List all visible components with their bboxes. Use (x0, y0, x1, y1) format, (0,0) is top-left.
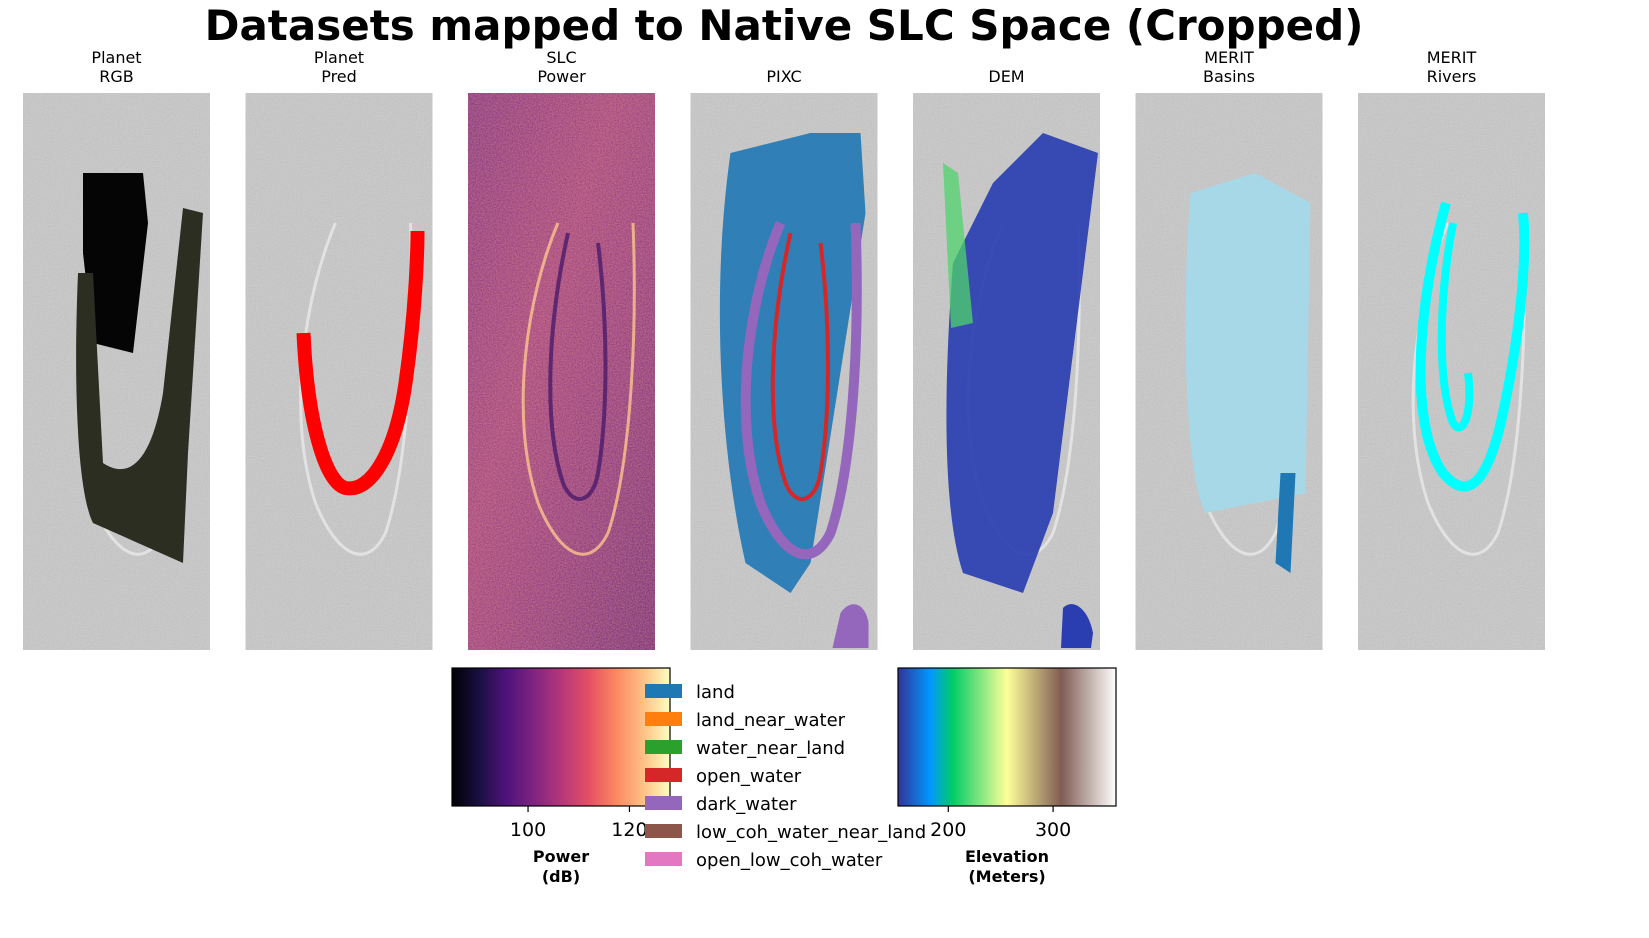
legend-label: water_near_land (696, 738, 845, 759)
figure-title: Datasets mapped to Native SLC Space (Cro… (205, 1, 1364, 50)
panel-title-planet-pred-line2: Pred (321, 67, 357, 86)
planet-pred-water-mask (296, 230, 425, 496)
slc-river-channel (548, 232, 608, 501)
panel-merit-rivers (1358, 93, 1545, 650)
planet-rgb-nodata-region (83, 173, 148, 353)
pixc-dark-water-class (740, 221, 862, 560)
dem-elevation-patch (1061, 604, 1093, 648)
panel-title-merit-rivers-line1: MERIT (1427, 48, 1477, 67)
elevation-tick-label: 200 (930, 819, 966, 841)
legend-swatch (645, 852, 682, 866)
power-colorbar-ticks: 100 120 (510, 806, 648, 841)
pixc-legend: land land_near_water water_near_land open_w… (645, 682, 926, 871)
legend-swatch (645, 684, 682, 698)
power-tick-label: 100 (510, 819, 546, 841)
elevation-colorbar-label: Elevation (965, 847, 1049, 866)
dem-high-elevation-strip (943, 163, 973, 328)
legend-item: land (645, 682, 735, 703)
legend-swatch (645, 824, 682, 838)
power-colorbar: 100 120 Power (dB) (451, 667, 671, 886)
power-colorbar-gradient (451, 667, 671, 807)
panel-title-planet-rgb-line1: Planet (91, 48, 141, 67)
legend-swatch (645, 712, 682, 726)
slc-power-speckle (468, 93, 655, 650)
panel-pixc (690, 93, 878, 650)
merit-river-outer (1415, 201, 1530, 492)
legend-label: low_coh_water_near_land (696, 822, 926, 843)
elevation-colorbar-ticks: 200 300 (930, 806, 1071, 841)
panel-planet-pred (245, 93, 433, 650)
planet-rgb-imagery (76, 208, 203, 563)
panel-title-dem-line2: DEM (988, 67, 1024, 86)
sar-speckle (1358, 93, 1545, 650)
panel-dem (913, 93, 1100, 650)
slc-river-outer-bank (521, 222, 636, 556)
panel-title-planet-rgb-line2: RGB (99, 67, 134, 86)
legend-swatch (645, 740, 682, 754)
legend-item: dark_water (645, 794, 797, 815)
power-colorbar-unit: (dB) (542, 867, 580, 886)
panel-title-slc-power-line2: Power (537, 67, 586, 86)
legend-item: land_near_water (645, 710, 846, 731)
panel-title-planet-pred-line1: Planet (314, 48, 364, 67)
merit-basin-main (1185, 173, 1311, 513)
pixc-dark-water-patch (832, 604, 869, 648)
legend-item: open_low_coh_water (645, 850, 883, 871)
legend-label: open_water (696, 766, 802, 787)
power-tick-label: 120 (611, 819, 647, 841)
legend-label: land (696, 682, 735, 703)
elevation-colorbar-gradient (897, 667, 1117, 807)
elevation-colorbar-unit: (Meters) (968, 867, 1045, 886)
legend-label: open_low_coh_water (696, 850, 883, 871)
dem-elevation-surface (946, 133, 1098, 593)
legend-item: open_water (645, 766, 802, 787)
legend-swatch (645, 768, 682, 782)
elevation-tick-label: 300 (1035, 819, 1071, 841)
panel-slc-power (468, 93, 655, 650)
panel-title-merit-rivers-line2: Rivers (1427, 67, 1477, 86)
merit-basin-secondary (1275, 473, 1296, 573)
panel-title-merit-basins-line1: MERIT (1204, 48, 1254, 67)
legend-swatch (645, 796, 682, 810)
legend-label: dark_water (696, 794, 797, 815)
elevation-colorbar: 200 300 Elevation (Meters) (897, 667, 1117, 886)
panel-title-slc-power-line1: SLC (546, 48, 576, 67)
panel-title-pixc-line2: PIXC (766, 67, 801, 86)
legend-item: water_near_land (645, 738, 845, 759)
panel-planet-rgb (23, 93, 210, 650)
legend-item: low_coh_water_near_land (645, 822, 926, 843)
legend-label: land_near_water (696, 710, 846, 731)
power-colorbar-label: Power (533, 847, 589, 866)
pixc-open-water-class (770, 232, 830, 501)
merit-river-inner (1437, 222, 1474, 432)
panel-merit-basins (1135, 93, 1323, 650)
panel-title-merit-basins-line2: Basins (1203, 67, 1255, 86)
